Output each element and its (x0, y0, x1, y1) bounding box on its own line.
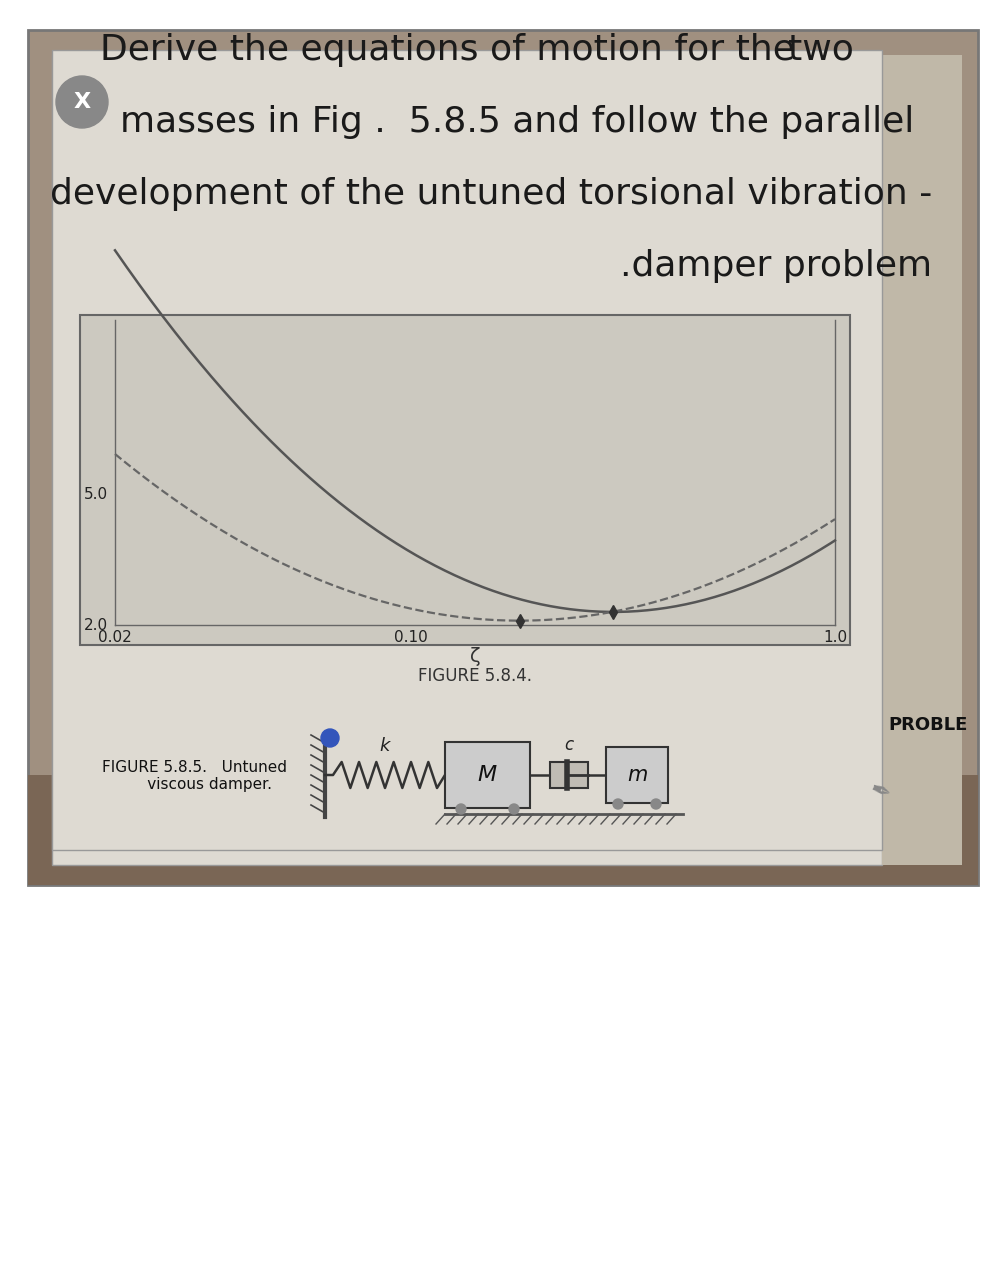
Text: Derive the equations of motion for the: Derive the equations of motion for the (100, 33, 805, 67)
Text: m: m (626, 765, 646, 785)
Circle shape (612, 799, 622, 809)
Bar (881, 55, 961, 865)
Text: two: two (787, 33, 853, 67)
Text: ✒: ✒ (865, 777, 893, 806)
Bar (550, 762, 587, 788)
Bar (605, 748, 667, 803)
Circle shape (455, 804, 465, 814)
Text: X: X (74, 92, 90, 111)
Text: 1.0: 1.0 (822, 630, 846, 645)
Circle shape (56, 76, 108, 128)
Text: PROBLE: PROBLE (887, 716, 966, 733)
Text: 5.0: 5.0 (83, 486, 108, 502)
Bar (52, 55, 881, 865)
Bar (28, 29, 977, 884)
Text: M: M (477, 765, 497, 785)
Text: FIGURE 5.8.4.: FIGURE 5.8.4. (417, 667, 532, 685)
Text: k: k (380, 737, 390, 755)
Bar (444, 742, 530, 808)
Text: 0.10: 0.10 (394, 630, 427, 645)
Text: 0.02: 0.02 (98, 630, 132, 645)
Circle shape (321, 730, 339, 748)
Text: masses in Fig .  5.8.5 and follow the parallel: masses in Fig . 5.8.5 and follow the par… (120, 105, 913, 140)
Text: development of the untuned torsional vibration -: development of the untuned torsional vib… (50, 177, 931, 211)
Text: .damper problem: .damper problem (619, 250, 931, 283)
Text: 2.0: 2.0 (83, 617, 108, 632)
Text: viscous damper.: viscous damper. (118, 777, 271, 791)
Circle shape (650, 799, 660, 809)
Bar (80, 315, 849, 645)
Text: FIGURE 5.8.5.   Untuned: FIGURE 5.8.5. Untuned (102, 760, 287, 776)
Bar (28, 774, 977, 884)
Bar (52, 50, 881, 850)
Text: c: c (564, 736, 573, 754)
Text: ζ: ζ (469, 646, 480, 666)
Circle shape (509, 804, 519, 814)
